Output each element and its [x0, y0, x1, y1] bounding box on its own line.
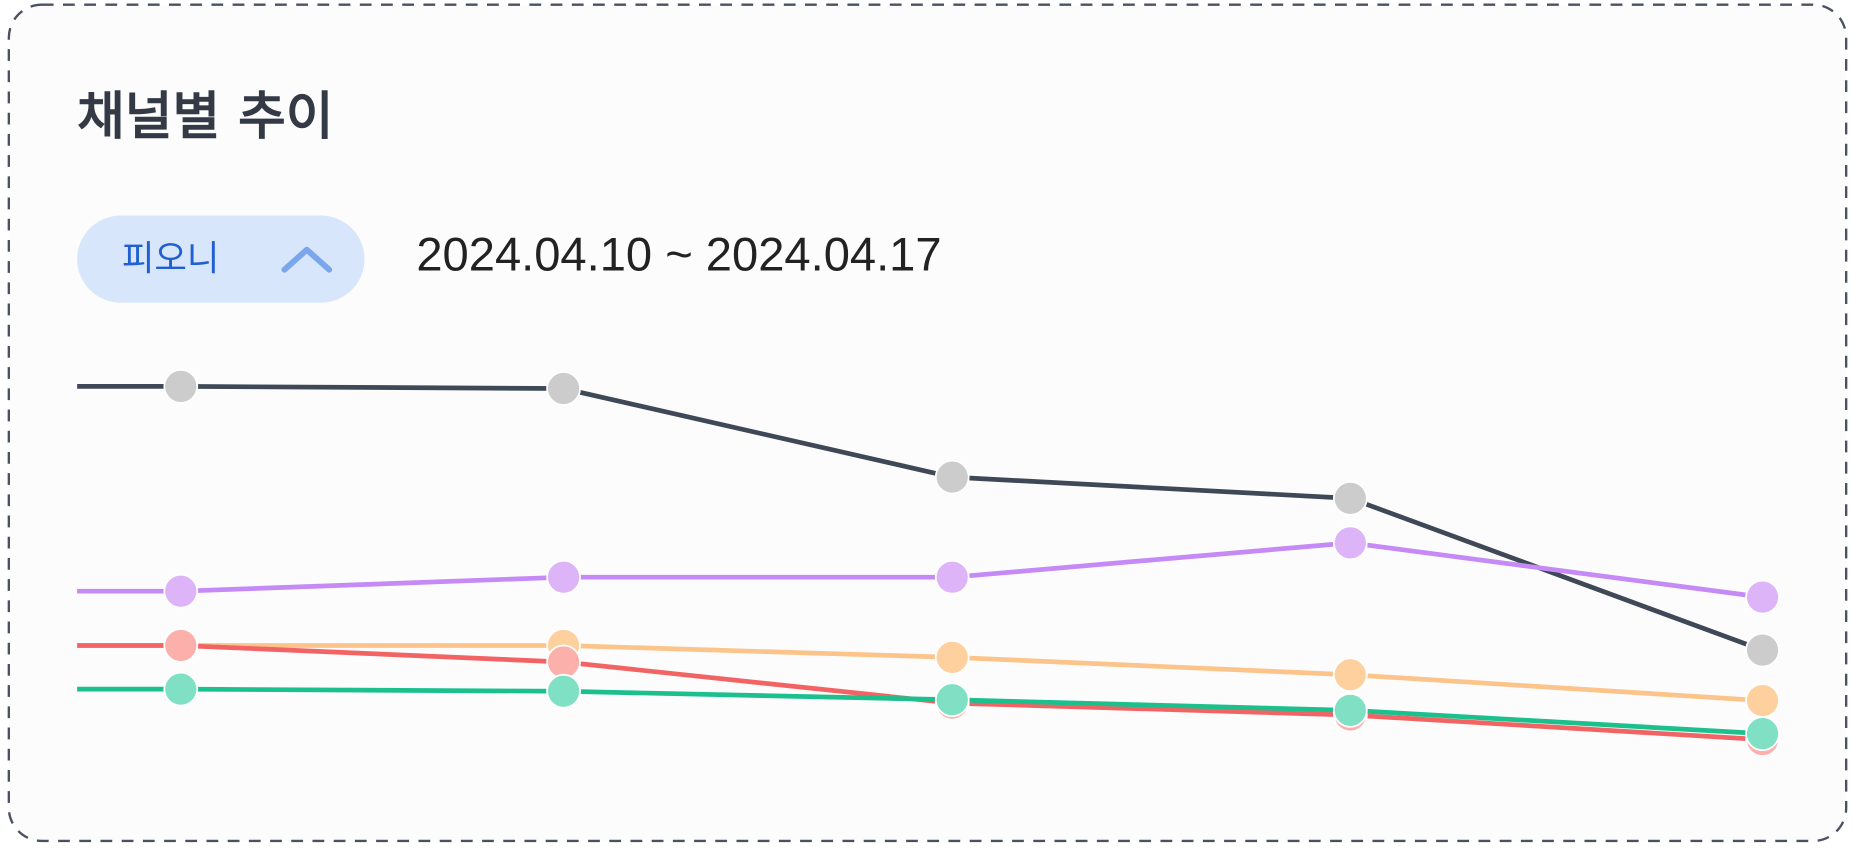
data-point — [163, 369, 199, 404]
channel-label[interactable]: 피오니 — [122, 238, 220, 279]
data-point — [934, 559, 970, 595]
channel-select[interactable]: 피오니 — [77, 215, 365, 303]
data-point — [546, 673, 581, 709]
data-point — [1745, 579, 1780, 615]
data-point — [163, 671, 199, 707]
data-point — [934, 639, 970, 675]
data-point — [163, 628, 199, 663]
channel-chip[interactable] — [77, 215, 365, 303]
data-point — [1332, 525, 1368, 561]
data-point — [934, 682, 970, 718]
card-title: 채널별 추이 — [77, 87, 333, 147]
data-point — [1745, 683, 1780, 718]
data-point — [1745, 716, 1780, 752]
data-point — [1332, 692, 1368, 728]
date-range: 2024.04.10 ~ 2024.04.17 — [416, 227, 941, 280]
data-point — [1332, 480, 1368, 516]
chevron-up[interactable] — [281, 246, 333, 273]
data-point — [546, 559, 581, 595]
plot — [77, 369, 1780, 757]
card-border — [7, 3, 1848, 843]
data-point — [1745, 632, 1780, 668]
data-point — [163, 573, 199, 609]
data-point — [934, 459, 970, 495]
data-point — [1332, 657, 1368, 693]
data-point — [546, 644, 581, 680]
data-point — [546, 371, 581, 406]
